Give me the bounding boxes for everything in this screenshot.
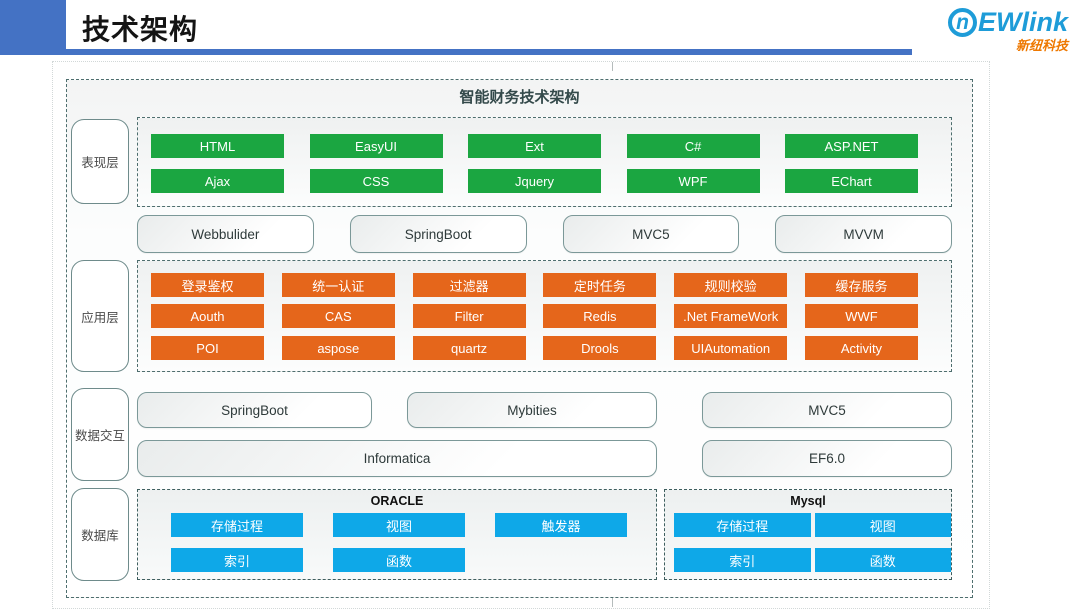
architecture-title: 智能财务技术架构 [459, 89, 580, 106]
application-tech-chip: 统一认证 [281, 273, 395, 297]
presentation-tech-chip: EasyUI [309, 134, 443, 158]
application-tech-chip: POI [151, 336, 264, 360]
framework-box: Webbulider [137, 215, 314, 253]
oracle-row-1: 存储过程 视图 触发器 [138, 513, 656, 537]
presentation-row-1: HTML EasyUI Ext C# ASP.NET [138, 134, 951, 158]
application-tech-chip: WWF [804, 304, 918, 328]
oracle-object-chip: 触发器 [495, 513, 627, 537]
framework-box: MVVM [775, 215, 952, 253]
presentation-tech-chip: CSS [309, 169, 443, 193]
application-tech-chip: 过滤器 [412, 273, 526, 297]
application-row-2: Aouth CAS Filter Redis .Net FrameWork WWF [138, 304, 951, 328]
placeholder-handle-top [612, 62, 613, 71]
mysql-object-chip: 函数 [814, 548, 951, 572]
application-tech-chip: 登录鉴权 [151, 273, 264, 297]
presentation-tech-chip: Ext [468, 134, 601, 158]
header-rule [0, 49, 912, 55]
oracle-database-group: ORACLE 存储过程 视图 触发器 索引 函数 [137, 489, 657, 580]
application-row-3: POI aspose quartz Drools UIAutomation Activit… [138, 336, 951, 360]
presentation-row-2: Ajax CSS Jquery WPF EChart [138, 169, 951, 193]
presentation-tech-chip: HTML [151, 134, 284, 158]
data-interaction-mvc5-box: MVC5 [702, 392, 952, 428]
oracle-object-chip: 索引 [171, 548, 303, 572]
mysql-object-chip: 视图 [814, 513, 951, 537]
newlink-logo: n EWlink 新纽科技 [947, 7, 1068, 53]
application-tech-chip: Redis [543, 304, 657, 328]
placeholder-frame [52, 61, 990, 609]
presentation-tech-chip: EChart [785, 169, 918, 193]
frameworks-row: Webbulider SpringBoot MVC5 MVVM [137, 215, 952, 253]
logo-brand-text: EWlink [977, 7, 1068, 37]
framework-box: SpringBoot [349, 215, 527, 253]
framework-box: MVC5 [562, 215, 740, 253]
logo-n-circle-icon: n [947, 8, 977, 37]
architecture-panel: 智能财务技术架构 表现层 应用层 数据交互 数据库 HTML EasyUI Ext C… [66, 79, 973, 598]
application-row-1: 登录鉴权 统一认证 过滤器 定时任务 规则校验 缓存服务 [138, 273, 951, 297]
oracle-object-chip: 视图 [333, 513, 465, 537]
mysql-row-1: 存储过程 视图 [665, 513, 951, 537]
oracle-title: ORACLE [370, 494, 424, 508]
presentation-tech-chip: ASP.NET [785, 134, 918, 158]
placeholder-handle-bottom [612, 598, 613, 607]
application-tech-chip: 规则校验 [674, 273, 788, 297]
data-interaction-ef6-box: EF6.0 [702, 440, 952, 477]
application-tech-chip: quartz [412, 336, 526, 360]
data-interaction-springboot-box: SpringBoot [137, 392, 372, 428]
application-tech-chip: aspose [281, 336, 395, 360]
page-title: 技术架构 [82, 14, 199, 45]
oracle-row-2: 索引 函数 [138, 548, 656, 572]
data-interaction-informatica-box: Informatica [137, 440, 657, 477]
presentation-tech-chip: Ajax [151, 169, 284, 193]
application-tech-chip: Filter [412, 304, 526, 328]
mysql-title: Mysql [790, 494, 826, 508]
mysql-database-group: Mysql 存储过程 视图 索引 函数 [664, 489, 952, 580]
header-accent-block [0, 0, 66, 55]
application-tech-chip: Aouth [151, 304, 264, 328]
logo-subtitle: 新纽科技 [1015, 38, 1068, 53]
application-tech-chip: UIAutomation [674, 336, 788, 360]
presentation-tech-chip: Jquery [468, 169, 601, 193]
application-tech-chip: Activity [804, 336, 918, 360]
application-tech-chip: 定时任务 [543, 273, 657, 297]
logo-brand-row: n EWlink [947, 7, 1068, 37]
presentation-tech-chip: C# [626, 134, 760, 158]
mysql-object-chip: 索引 [674, 548, 811, 572]
application-tech-chip: 缓存服务 [804, 273, 918, 297]
data-interaction-mybities-box: Mybities [407, 392, 657, 428]
presentation-layer-band: HTML EasyUI Ext C# ASP.NET Ajax CSS Jquery WPF E… [137, 117, 952, 207]
layer-label-data-interaction: 数据交互 [71, 388, 129, 481]
layer-label-database: 数据库 [71, 488, 129, 581]
presentation-tech-chip: WPF [626, 169, 760, 193]
application-tech-chip: CAS [281, 304, 395, 328]
oracle-object-chip: 函数 [333, 548, 465, 572]
application-layer-band: 登录鉴权 统一认证 过滤器 定时任务 规则校验 缓存服务 Aouth CAS Filter Re… [137, 260, 952, 372]
application-tech-chip: Drools [543, 336, 657, 360]
layer-label-application: 应用层 [71, 260, 129, 372]
oracle-object-chip: 存储过程 [171, 513, 303, 537]
mysql-row-2: 索引 函数 [665, 548, 951, 572]
mysql-object-chip: 存储过程 [674, 513, 811, 537]
application-tech-chip: .Net FrameWork [674, 304, 788, 328]
layer-label-presentation: 表现层 [71, 119, 129, 204]
